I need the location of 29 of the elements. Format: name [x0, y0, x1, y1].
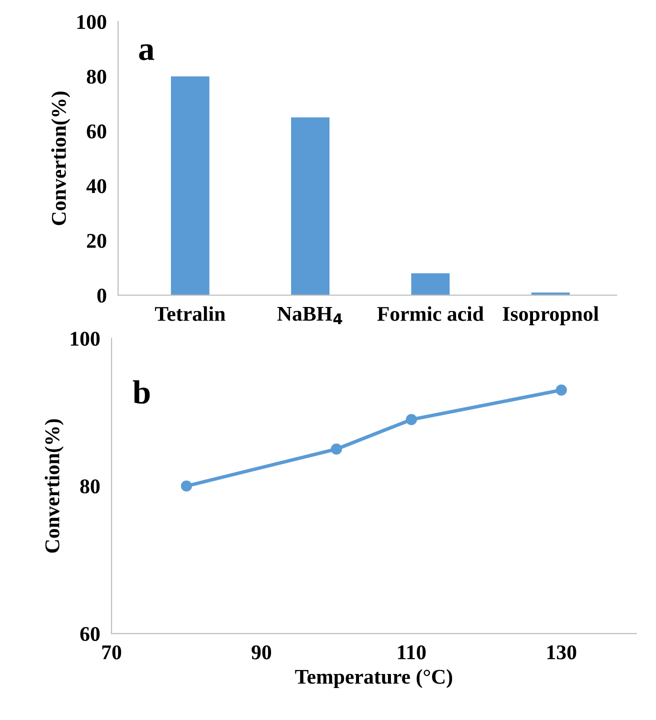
x-tick-label: 110 [398, 645, 426, 660]
y-tick-label: 80 [80, 479, 100, 494]
x-tick-label: NaBH$_{4}$ [277, 307, 342, 324]
point [406, 414, 417, 426]
bar [170, 76, 210, 296]
annotation: a [139, 44, 154, 60]
x-tick-label: 90 [252, 645, 272, 660]
bar [411, 273, 450, 296]
y-tick-label: 20 [87, 234, 106, 248]
y-tick-label: 80 [86, 70, 106, 84]
x-tick-label: 130 [547, 645, 576, 660]
point [180, 480, 192, 492]
point [556, 384, 567, 396]
y-tick-label: 60 [86, 124, 106, 138]
y-tick-label: 100 [70, 332, 100, 346]
y-tick-label: 0 [97, 288, 106, 303]
y-axis-title: Convertion(%) [44, 419, 64, 553]
x-tick-label: Formic acid [377, 306, 484, 321]
y-tick-label: 60 [80, 626, 100, 642]
bar [291, 117, 330, 296]
point [330, 444, 342, 455]
y-tick-label: 40 [86, 179, 106, 194]
x-tick-label: Isopropnol [502, 306, 599, 326]
x-tick-label: Tetralin [154, 306, 226, 321]
x-axis-title: Temperature (°C) [295, 669, 452, 688]
x-tick-label: 70 [102, 645, 122, 660]
y-tick-label: 100 [77, 14, 106, 30]
annotation: b [132, 380, 150, 404]
y-axis-title: Convertion(%) [51, 92, 70, 226]
